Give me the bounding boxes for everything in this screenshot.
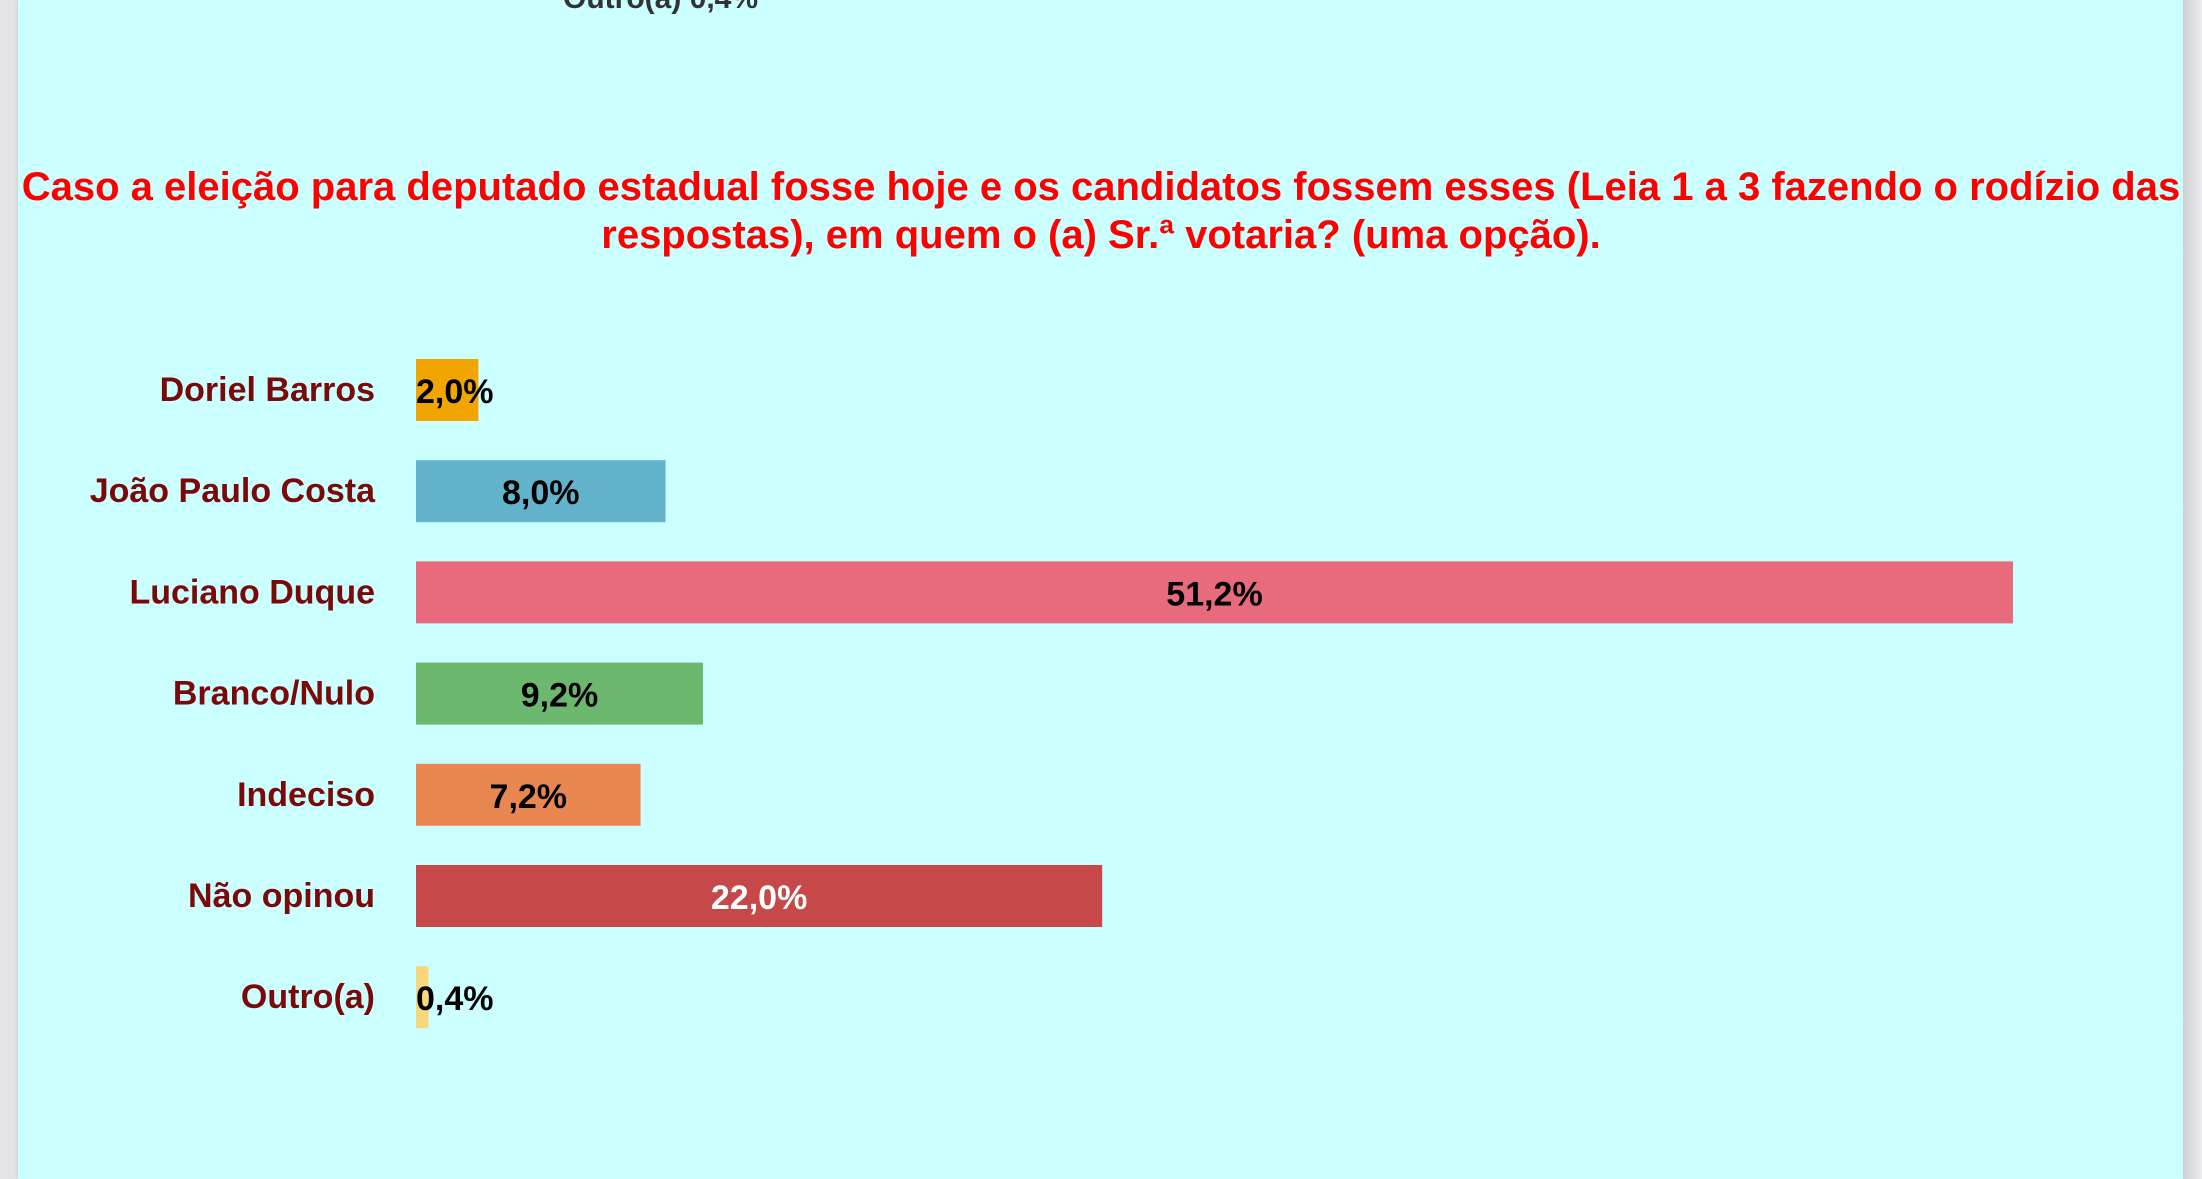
data-label: 8,0% (502, 474, 580, 512)
category-label: Luciano Duque (129, 573, 375, 611)
category-label: João Paulo Costa (90, 472, 376, 510)
bar (416, 865, 1103, 927)
bar (416, 561, 2013, 624)
bar (416, 763, 641, 826)
category-label: Branco/Nulo (173, 675, 375, 713)
data-label: 51,2% (1166, 575, 1262, 613)
data-label: 9,2% (521, 677, 599, 715)
data-label: 2,0% (416, 373, 494, 411)
category-label: Doriel Barros (160, 371, 375, 409)
bar (416, 966, 429, 1029)
bar (416, 460, 666, 523)
category-label: Outro(a) (241, 978, 375, 1016)
cut-off-previous-label: Outro(a) 0,4% (563, 0, 758, 16)
chart-title: Caso a eleição para deputado estadual fo… (21, 165, 2181, 257)
bar (416, 662, 703, 725)
data-label: 0,4% (416, 980, 494, 1018)
data-label: 22,0% (711, 879, 807, 917)
category-label: Indeciso (237, 776, 375, 814)
bar (416, 359, 479, 421)
page-edge (2183, 0, 2202, 1179)
data-label: 7,2% (490, 778, 568, 816)
category-label: Não opinou (188, 877, 375, 915)
